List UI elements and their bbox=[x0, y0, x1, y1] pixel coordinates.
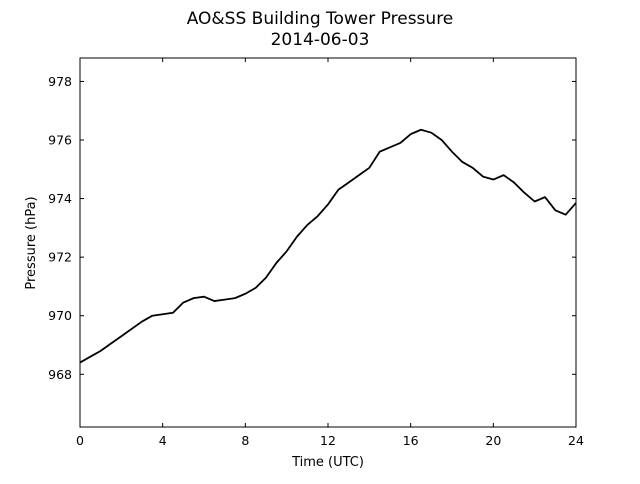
x-tick-label: 4 bbox=[159, 433, 167, 448]
y-tick-label: 970 bbox=[48, 308, 72, 323]
plot-frame bbox=[79, 57, 577, 428]
x-axis-label: Time (UTC) bbox=[291, 455, 364, 470]
chart-title: AO&SS Building Tower Pressure bbox=[187, 9, 454, 29]
y-tick-label: 978 bbox=[48, 74, 72, 89]
x-tick-label: 24 bbox=[568, 433, 584, 448]
y-axis-label: Pressure (hPa) bbox=[24, 196, 39, 289]
y-tick-label: 974 bbox=[48, 191, 72, 206]
x-tick-label: 8 bbox=[241, 433, 249, 448]
x-tick-label: 20 bbox=[485, 433, 501, 448]
chart-subtitle: 2014-06-03 bbox=[271, 30, 370, 50]
plot-area: 0 4 8 12 16 20 24 968 970 972 974 976 978 bbox=[48, 57, 584, 448]
y-tick-label: 976 bbox=[48, 133, 72, 148]
x-tick-label: 16 bbox=[403, 433, 419, 448]
y-tick-label: 968 bbox=[48, 367, 72, 382]
x-tick-label: 12 bbox=[320, 433, 336, 448]
series-line bbox=[79, 128, 577, 364]
y-tick-label: 972 bbox=[48, 250, 72, 265]
x-tick-label: 0 bbox=[76, 433, 84, 448]
